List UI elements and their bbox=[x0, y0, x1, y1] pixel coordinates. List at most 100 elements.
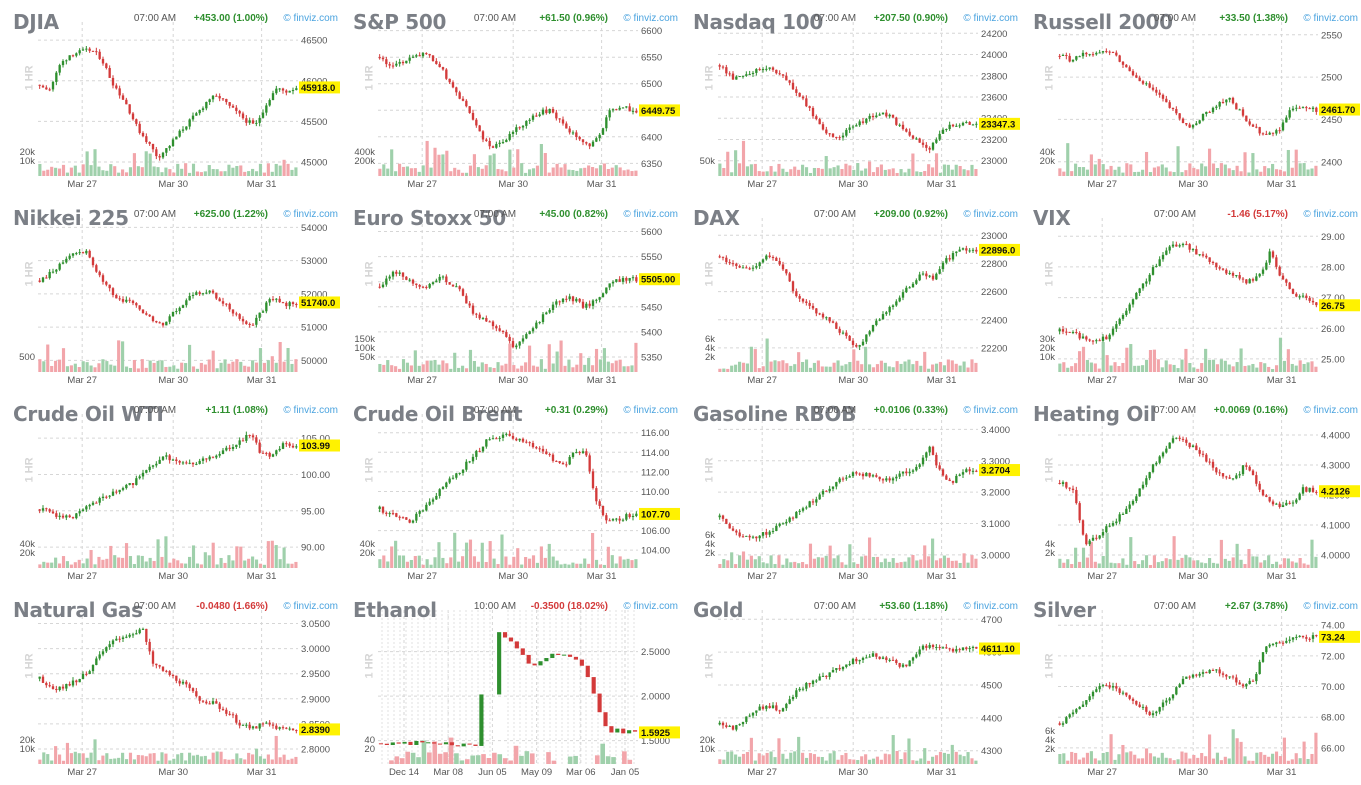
chart-title[interactable]: Gold bbox=[693, 598, 744, 622]
source-link[interactable]: © finviz.com bbox=[1303, 601, 1358, 612]
source-link[interactable]: © finviz.com bbox=[283, 601, 338, 612]
volume-bar bbox=[1117, 563, 1121, 568]
volume-bar bbox=[1255, 367, 1259, 372]
source-link[interactable]: © finviz.com bbox=[283, 405, 338, 416]
chart-title[interactable]: VIX bbox=[1033, 206, 1071, 230]
chart-panel-natural-gas[interactable]: Mar 27 Mar 30 Mar 31 3.0500 3.0000 2.9500 2.90… bbox=[0, 588, 340, 784]
chart-title[interactable]: S&P 500 bbox=[353, 10, 447, 34]
candle-body bbox=[278, 448, 281, 451]
candle-body bbox=[1245, 115, 1248, 122]
chart-title[interactable]: DJIA bbox=[13, 10, 59, 34]
volume-bar bbox=[378, 559, 382, 568]
chart-panel-dax[interactable]: Mar 27 Mar 30 Mar 31 23000 22800 22600 22400 22… bbox=[680, 196, 1020, 392]
chart-title[interactable]: Russell 2000 bbox=[1033, 10, 1173, 34]
candle-body bbox=[1145, 83, 1148, 85]
chart-panel-silver[interactable]: Mar 27 Mar 30 Mar 31 74.00 72.00 70.00 68.00 66… bbox=[1020, 588, 1360, 784]
chart-title[interactable]: Crude Oil WTI bbox=[13, 402, 164, 426]
source-link[interactable]: © finviz.com bbox=[963, 601, 1018, 612]
source-link[interactable]: © finviz.com bbox=[623, 405, 678, 416]
chart-title[interactable]: Natural Gas bbox=[13, 598, 143, 622]
chart-panel-vix[interactable]: Mar 27 Mar 30 Mar 31 29.00 28.00 27.00 26.00 25… bbox=[1020, 196, 1360, 392]
chart-title[interactable]: DAX bbox=[693, 206, 740, 230]
candle-body bbox=[735, 76, 738, 80]
chart-title[interactable]: Nasdaq 100 bbox=[693, 10, 823, 34]
x-tick-label: Mar 27 bbox=[1087, 571, 1117, 582]
candle-body bbox=[215, 292, 218, 299]
volume-bar bbox=[958, 754, 962, 764]
chart-panel-crude-oil-brent[interactable]: Mar 27 Mar 30 Mar 31 116.00 114.00 112.00 110.… bbox=[340, 392, 680, 588]
chart-title[interactable]: Ethanol bbox=[353, 598, 437, 622]
y-tick-label: 50000 bbox=[301, 356, 327, 367]
chart-panel-crude-oil-wti[interactable]: Mar 27 Mar 30 Mar 31 105.00 100.00 95.00 90.00… bbox=[0, 392, 340, 588]
volume-bar bbox=[1239, 171, 1243, 176]
chart-panel-russell-2000[interactable]: Mar 27 Mar 30 Mar 31 2550 2500 2450 2400 40k 20k… bbox=[1020, 0, 1360, 196]
candle-body bbox=[1065, 482, 1068, 488]
volume-bar bbox=[543, 368, 547, 372]
volume-bar bbox=[1239, 559, 1243, 568]
candle-body bbox=[1265, 262, 1268, 270]
chart-panel-ethanol[interactable]: Dec 14 Mar 08 Jun 05 May 09 Mar 06 Jan 05 2.50… bbox=[340, 588, 680, 784]
chart-panel-nasdaq-100[interactable]: Mar 27 Mar 30 Mar 31 24200 24000 23800 23600 23… bbox=[680, 0, 1020, 196]
chart-panel-gasoline-rbob[interactable]: Mar 27 Mar 30 Mar 31 3.4000 3.3000 3.2000 3.10… bbox=[680, 392, 1020, 588]
volume-bar bbox=[1278, 564, 1283, 568]
chart-panel-nikkei-225[interactable]: Mar 27 Mar 30 Mar 31 54000 53000 52000 51000 50… bbox=[0, 196, 340, 392]
candle-body bbox=[555, 301, 558, 305]
candle-body bbox=[868, 115, 871, 119]
candle-body bbox=[541, 314, 545, 323]
candle-body bbox=[841, 666, 845, 670]
source-link[interactable]: © finviz.com bbox=[963, 13, 1018, 24]
volume-bar bbox=[801, 562, 805, 568]
source-link[interactable]: © finviz.com bbox=[283, 13, 338, 24]
source-link[interactable]: © finviz.com bbox=[283, 209, 338, 220]
volume-bar bbox=[172, 365, 176, 372]
x-tick-label: Mar 31 bbox=[927, 375, 957, 386]
volume-bar bbox=[266, 541, 270, 568]
volume-bar bbox=[294, 756, 298, 764]
volume-bar bbox=[946, 164, 950, 176]
chart-title[interactable]: Euro Stoxx 50 bbox=[353, 206, 506, 230]
candle-body bbox=[115, 294, 118, 299]
candle-body bbox=[755, 266, 758, 268]
chart-title[interactable]: Silver bbox=[1033, 598, 1096, 622]
volume-bar bbox=[172, 558, 176, 568]
candle-body bbox=[265, 105, 268, 113]
volume-bar bbox=[1152, 167, 1156, 176]
chart-title[interactable]: Gasoline RBOB bbox=[693, 402, 857, 426]
source-link[interactable]: © finviz.com bbox=[623, 209, 678, 220]
volume-bar bbox=[734, 364, 738, 372]
volume-bar bbox=[121, 557, 125, 568]
price-chart: Mar 27 Mar 30 Mar 312420024000238002360023… bbox=[700, 22, 1020, 190]
volume-bar bbox=[274, 362, 278, 372]
source-link[interactable]: © finviz.com bbox=[623, 13, 678, 24]
volume-bar bbox=[1235, 738, 1239, 764]
chart-title[interactable]: Heating Oil bbox=[1033, 402, 1157, 426]
source-link[interactable]: © finviz.com bbox=[623, 601, 678, 612]
volume-bar bbox=[852, 349, 856, 372]
candle-body bbox=[508, 336, 511, 342]
chart-title[interactable]: Crude Oil Brent bbox=[353, 402, 523, 426]
source-link[interactable]: © finviz.com bbox=[1303, 209, 1358, 220]
source-link[interactable]: © finviz.com bbox=[963, 209, 1018, 220]
volume-bar bbox=[1247, 172, 1251, 176]
candle-body bbox=[755, 536, 758, 539]
source-link[interactable]: © finviz.com bbox=[963, 405, 1018, 416]
candle-body bbox=[1125, 692, 1128, 696]
candle-body bbox=[125, 484, 128, 489]
candle-body bbox=[1115, 686, 1118, 689]
last-price-badge bbox=[1319, 485, 1360, 498]
candle-body bbox=[1281, 505, 1285, 507]
candle-body bbox=[225, 98, 228, 103]
volume-bar bbox=[93, 564, 97, 568]
candle-body bbox=[141, 309, 145, 314]
chart-title[interactable]: Nikkei 225 bbox=[13, 206, 129, 230]
volume-bar bbox=[77, 172, 81, 176]
source-link[interactable]: © finviz.com bbox=[1303, 405, 1358, 416]
source-link[interactable]: © finviz.com bbox=[1303, 13, 1358, 24]
candle-body bbox=[105, 496, 108, 498]
volume-bar bbox=[1215, 563, 1220, 568]
